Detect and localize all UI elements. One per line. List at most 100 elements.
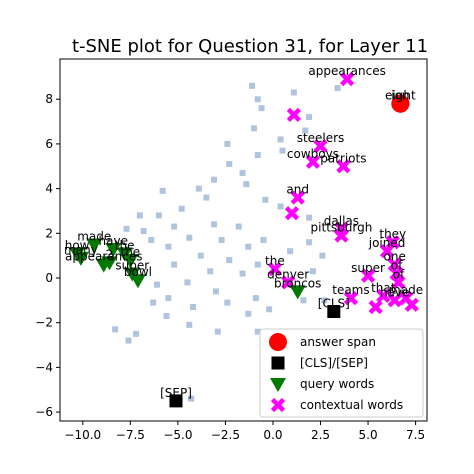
background-token-point	[136, 212, 143, 219]
token-label: that	[371, 281, 396, 295]
x-stroke	[391, 275, 406, 290]
contextual-word-point	[305, 154, 320, 169]
x-stroke	[284, 206, 300, 221]
token-label: super	[115, 259, 149, 273]
query-word-point	[289, 285, 306, 300]
background-token-point	[218, 237, 225, 243]
background-token-point	[249, 82, 256, 89]
background-token-point	[306, 239, 313, 246]
token-label: the	[121, 245, 141, 259]
contextual-word-point	[379, 244, 395, 259]
token-label: appearances	[308, 64, 385, 78]
background-token-point	[254, 152, 261, 159]
token-label: joined	[368, 236, 406, 250]
contextual-word-point	[368, 299, 383, 315]
x-stroke	[334, 228, 349, 243]
background-token-point	[195, 185, 202, 192]
x-tick-label: −10.0	[64, 428, 101, 442]
x-stroke	[286, 107, 301, 122]
x-stroke	[270, 397, 286, 413]
legend-label: [CLS]/[SEP]	[300, 356, 368, 370]
background-token-point	[321, 297, 328, 304]
token-label: have	[380, 285, 409, 299]
x-stroke	[404, 297, 419, 312]
background-token-point	[224, 299, 231, 306]
contextual-word-point	[385, 235, 400, 250]
token-label: dallas	[324, 214, 359, 228]
x-tick-label: 5.0	[359, 428, 378, 442]
x-stroke	[343, 291, 359, 306]
contextual-word-point	[387, 293, 402, 308]
background-token-point	[203, 194, 210, 201]
background-token-point	[165, 295, 172, 302]
contextual-word-point	[267, 261, 282, 277]
legend-marker-answer-span-point	[269, 333, 287, 351]
contextual-word-point	[334, 228, 349, 243]
token-label: teams	[332, 283, 369, 297]
query-word-point	[105, 242, 122, 257]
contextual-word-point	[284, 206, 300, 221]
background-token-point	[226, 257, 233, 264]
background-token-point	[254, 328, 261, 335]
query-word-point	[122, 254, 139, 269]
background-token-point	[125, 337, 132, 344]
token-label: how	[65, 238, 90, 252]
token-label: many	[64, 243, 98, 257]
token-label: [SEP]	[160, 386, 192, 400]
token-label: appearances	[65, 250, 142, 264]
answer-span-point	[391, 94, 410, 113]
background-token-point	[277, 136, 284, 143]
background-token-point	[186, 321, 193, 328]
cls-sep-point	[169, 394, 183, 408]
x-tick-label: 7.5	[406, 428, 425, 442]
token-label: the	[265, 254, 285, 268]
background-token-point	[184, 279, 191, 286]
x-stroke	[313, 139, 328, 154]
token-label: super	[351, 261, 385, 275]
y-tick-label: 2	[45, 226, 53, 240]
x-axis-ticks: −10.0 −7.5 −5.0 −2.5 0.0 2.5 5.0 7.5	[64, 421, 425, 442]
token-label: denver	[267, 267, 309, 281]
background-token-point	[245, 243, 252, 250]
chart-title: t-SNE plot for Question 31, for Layer 11	[72, 36, 428, 57]
token-label: they	[379, 227, 406, 241]
legend-label: contextual words	[300, 398, 403, 412]
background-token-point	[287, 248, 294, 255]
legend: answer span [CLS]/[SEP] query words context…	[259, 328, 424, 418]
background-token-point	[309, 268, 316, 275]
background-token-point	[258, 105, 265, 112]
contextual-word-point	[391, 275, 406, 290]
y-tick-label: 4	[45, 182, 53, 196]
background-token-point	[239, 169, 246, 176]
y-axis-ticks: −6 −4 −2 0 2 4 6 8	[35, 92, 60, 419]
token-label: ion	[391, 89, 409, 103]
x-stroke	[281, 275, 296, 290]
legend-marker-query-word-point	[270, 378, 286, 392]
contextual-word-point	[290, 190, 305, 205]
token-label: and	[286, 183, 309, 197]
token-label: eight	[385, 89, 416, 103]
background-token-point	[277, 203, 284, 210]
background-token-point	[197, 252, 204, 259]
background-token-point	[226, 161, 233, 168]
background-token-point	[239, 270, 246, 277]
contextual-word-point	[313, 139, 328, 154]
background-token-point	[188, 395, 195, 402]
background-token-point	[300, 297, 307, 304]
background-token-point	[186, 234, 193, 241]
background-token-point	[150, 299, 157, 306]
background-token-point	[224, 140, 231, 147]
x-stroke	[379, 244, 395, 259]
token-label: 2	[106, 247, 114, 261]
legend-box	[259, 328, 424, 418]
background-token-point	[178, 205, 185, 212]
background-token-point	[302, 127, 309, 134]
background-token-point	[171, 223, 178, 230]
background-token-point	[243, 181, 250, 188]
query-word-point	[72, 251, 89, 266]
background-token-point	[252, 295, 259, 302]
background-token-point	[211, 221, 218, 228]
x-stroke	[305, 154, 320, 169]
x-tick-label: −5.0	[163, 428, 192, 442]
background-token-point	[214, 328, 221, 335]
